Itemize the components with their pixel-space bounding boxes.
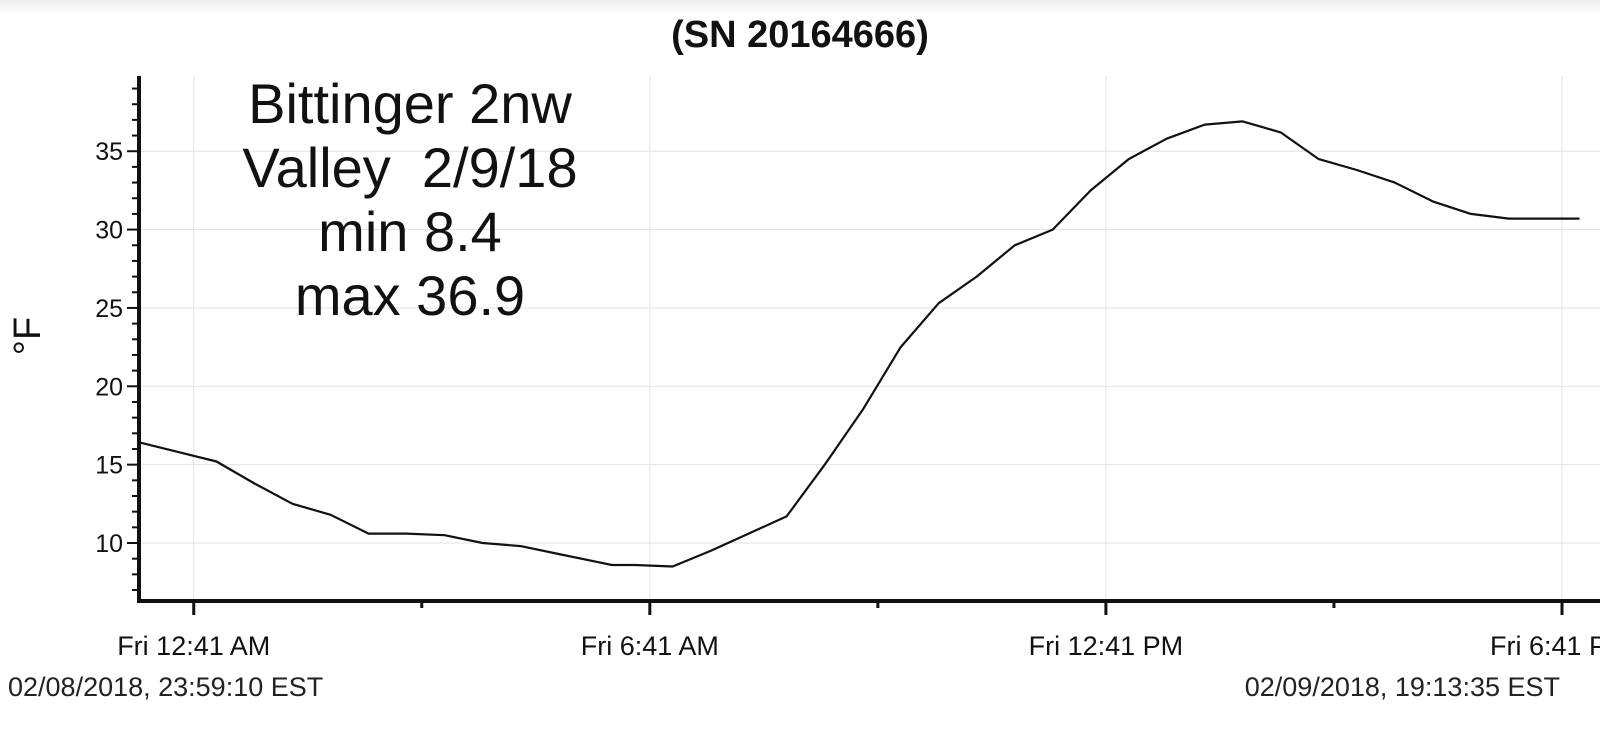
annotation-line: Valley 2/9/18 xyxy=(242,136,578,199)
y-tick-label: 20 xyxy=(95,373,123,401)
x-tick-label: Fri 12:41 PM xyxy=(1029,631,1184,661)
annotation-line: Bittinger 2nw xyxy=(248,72,572,135)
end-timestamp: 02/09/2018, 19:13:35 EST xyxy=(1244,672,1560,702)
x-tick-label: Fri 6:41 PM xyxy=(1490,631,1600,661)
y-tick-label: 25 xyxy=(95,295,123,323)
y-tick-label: 15 xyxy=(95,452,123,480)
start-timestamp: 02/08/2018, 23:59:10 EST xyxy=(8,672,324,702)
y-tick-label: 30 xyxy=(95,217,123,245)
temperature-series-line xyxy=(140,120,1580,568)
x-tick-label: Fri 6:41 AM xyxy=(581,631,719,661)
grid xyxy=(139,76,1600,601)
top-bar xyxy=(0,0,1600,14)
y-tick-label: 35 xyxy=(95,138,123,166)
series-layer xyxy=(140,120,1580,568)
annotation-line: max 36.9 xyxy=(294,264,526,327)
station-annotation: Bittinger 2nw Valley 2/9/18 min 8.4 max … xyxy=(200,72,620,328)
axes: 10 15 20 25 30 35 Fri 12:41 AM Fri 6:41 AM Fri 1… xyxy=(95,76,1600,661)
x-tick-label: Fri 12:41 AM xyxy=(117,631,270,661)
y-tick-label: 10 xyxy=(95,530,123,558)
annotation-line: min 8.4 xyxy=(318,200,502,263)
chart-title: (SN 20164666) xyxy=(671,14,929,56)
